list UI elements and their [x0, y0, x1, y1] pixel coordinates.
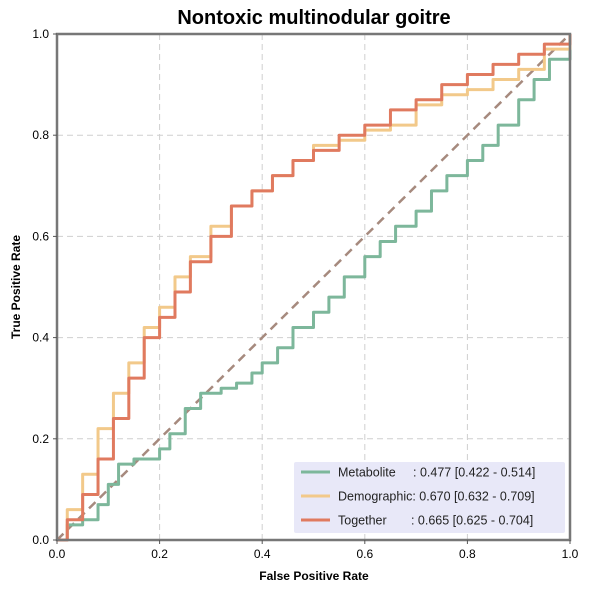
y-tick-label: 0.0 [32, 533, 49, 547]
x-tick-label: 0.8 [459, 547, 476, 561]
y-tick-label: 0.2 [32, 432, 49, 446]
chart-title: Nontoxic multinodular goitre [177, 7, 450, 29]
y-tick-label: 0.8 [32, 128, 49, 142]
legend: Metabolite : 0.477 [0.422 - 0.514] Demog… [294, 462, 565, 533]
x-axis-label: False Positive Rate [259, 569, 369, 583]
y-tick-label: 1.0 [32, 27, 49, 41]
x-tick-label: 0.0 [49, 547, 66, 561]
plot-frame [55, 32, 572, 542]
y-tick-label: 0.4 [32, 331, 49, 345]
legend-label-metabolite: Metabolite : 0.477 [0.422 - 0.514] [338, 466, 535, 480]
legend-label-demographic: Demographic: 0.670 [0.632 - 0.709] [338, 490, 535, 504]
ticks: 0.00.0 0.2 0.2 0.4 0.4 0.6 0.6 0.8 0.8 1.0 1.0 [32, 27, 578, 561]
roc-curve-together [57, 34, 572, 542]
legend-label-together: Together : 0.665 [0.625 - 0.704] [338, 514, 533, 528]
roc-curve-metabolite [57, 34, 572, 542]
x-tick-label: 0.6 [356, 547, 373, 561]
y-tick-label: 0.6 [32, 229, 49, 243]
x-tick-label: 0.2 [151, 547, 168, 561]
x-tick-label: 0.4 [254, 547, 271, 561]
x-tick-label: 1.0 [562, 547, 579, 561]
legend-background [294, 462, 565, 533]
chance-diagonal [56, 33, 571, 541]
y-axis-label: True Positive Rate [9, 235, 23, 339]
series-layer [57, 34, 572, 542]
